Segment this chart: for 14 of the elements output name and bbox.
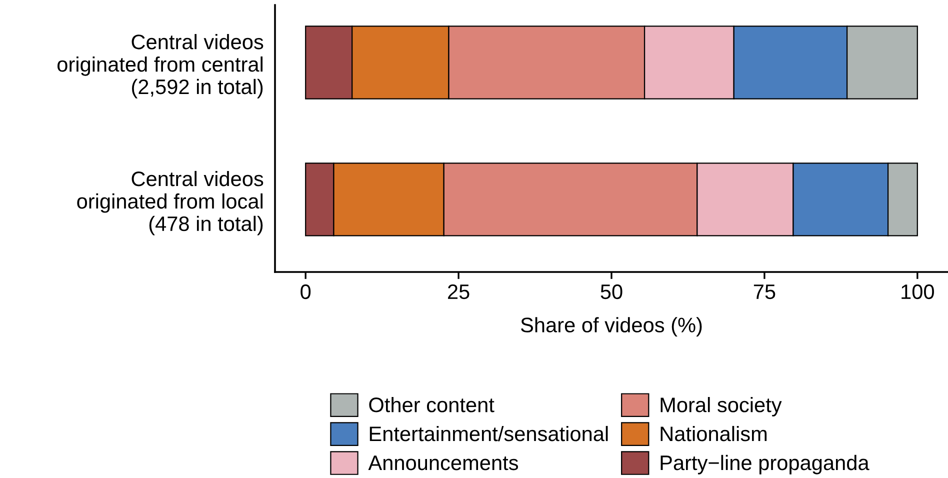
x-tick-label: 100 [902, 284, 934, 300]
legend-label: Moral society [660, 396, 782, 416]
legend-label: Other content [369, 396, 494, 412]
x-tick-label: 50 [600, 284, 622, 300]
legend-label: Party−line propaganda [660, 454, 870, 474]
y-tick-label: Central videos originated from local (478 in total) [77, 170, 264, 236]
x-axis-title: Share of videos (%) [520, 317, 702, 337]
x-tick-label: 25 [448, 284, 470, 300]
legend-label: Nationalism [660, 426, 767, 442]
x-tick-label: 75 [754, 284, 776, 300]
x-tick-label: 0 [300, 284, 311, 300]
legend-label: Entertainment/sensational [370, 426, 608, 442]
legend-label: Announcements [368, 456, 518, 470]
y-tick-label: Central videos originated from central (2,592 in total) [58, 34, 264, 98]
